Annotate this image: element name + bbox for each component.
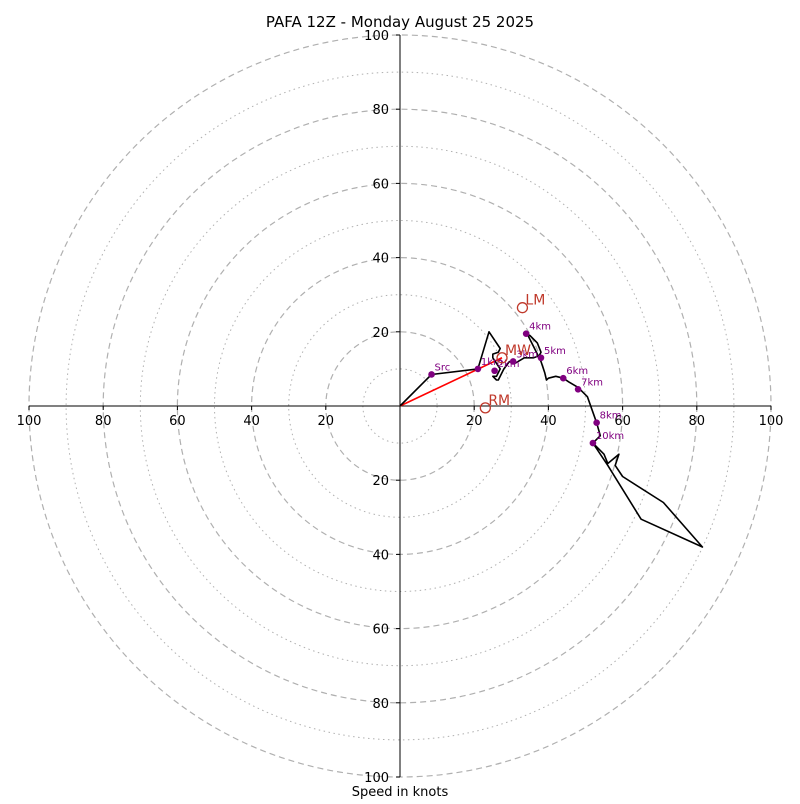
- x-tick-label: 60: [169, 414, 186, 429]
- storm-motion-marker-rm: [479, 402, 491, 414]
- storm-motion-marker-lm: [516, 302, 529, 314]
- y-tick-label: 80: [372, 697, 389, 712]
- shear-vector-group: [399, 357, 503, 407]
- x-tick-label: 80: [95, 414, 112, 429]
- storm-motion-label-rm: RM: [488, 393, 510, 409]
- height-label-2km: 2km: [498, 359, 520, 370]
- y-tick-label: 100: [364, 29, 389, 44]
- height-marker-src: [428, 371, 435, 378]
- x-tick-label: 40: [243, 414, 260, 429]
- height-label-1km: 1km: [481, 357, 503, 368]
- x-axis-label: Speed in knots: [352, 785, 449, 800]
- height-marker-1km: [474, 365, 482, 373]
- height-label-8km: 8km: [600, 411, 622, 422]
- x-tick-label: 20: [466, 414, 483, 429]
- height-label-6km: 6km: [566, 366, 588, 377]
- y-tick-label: 100: [364, 771, 389, 786]
- height-marker-8km: [593, 419, 600, 426]
- x-tick-label: 80: [689, 414, 706, 429]
- axis-tick-labels: 100 100 80 80 60 60 40 40 20 20 20 20 40 40 60 60 80 80 10…: [17, 29, 784, 786]
- storm-motion-marker-mw: [496, 352, 508, 364]
- storm-motion-label-mw: MW: [505, 343, 531, 359]
- height-label-3km: 3km: [516, 349, 538, 360]
- x-tick-label: 20: [318, 414, 335, 429]
- y-tick-label: 40: [372, 252, 389, 267]
- height-marker-6km: [559, 374, 567, 382]
- x-tick-label: 60: [614, 414, 631, 429]
- height-marker-3km: [509, 358, 517, 365]
- height-label-src: Src: [435, 362, 451, 373]
- height-label-4km: 4km: [529, 322, 551, 333]
- height-marker-7km: [574, 386, 582, 393]
- y-tick-label: 60: [372, 177, 389, 192]
- x-tick-label: 100: [759, 414, 784, 429]
- y-tick-label: 80: [372, 103, 389, 118]
- height-marker-2km: [491, 367, 498, 375]
- height-label-5km: 5km: [544, 346, 566, 357]
- height-marker-10km: [589, 439, 597, 447]
- x-tick-label: 100: [17, 414, 42, 429]
- storm-motion-label-lm: LM: [525, 293, 545, 309]
- y-tick-label: 40: [372, 548, 389, 563]
- y-tick-label: 60: [372, 623, 389, 638]
- height-marker-5km: [537, 354, 545, 362]
- height-label-10km: 10km: [596, 431, 624, 442]
- y-tick-label: 20: [372, 326, 389, 341]
- x-tick-label: 40: [540, 414, 557, 429]
- height-marker-4km: [522, 330, 530, 337]
- y-tick-label: 20: [372, 474, 389, 489]
- storm-motions: LM MW RM: [479, 293, 545, 414]
- shear-vector: [399, 357, 503, 407]
- height-label-7km: 7km: [581, 377, 603, 388]
- chart-title: PAFA 12Z - Monday August 25 2025: [266, 13, 534, 31]
